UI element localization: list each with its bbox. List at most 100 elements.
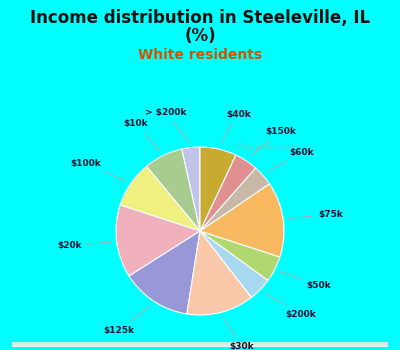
- Bar: [12, 343, 388, 345]
- Bar: [12, 344, 388, 346]
- Bar: [12, 344, 388, 346]
- Text: White residents: White residents: [138, 48, 262, 62]
- Bar: [12, 343, 388, 345]
- Bar: [12, 343, 388, 345]
- Bar: [12, 343, 388, 346]
- Bar: [12, 342, 388, 345]
- Bar: [12, 342, 388, 344]
- Text: $125k: $125k: [104, 306, 150, 335]
- Bar: [12, 344, 388, 346]
- Bar: [12, 342, 388, 344]
- Bar: [12, 343, 388, 346]
- Bar: [12, 343, 388, 345]
- Bar: [12, 343, 388, 345]
- Bar: [12, 343, 388, 345]
- Wedge shape: [200, 184, 284, 257]
- Bar: [12, 343, 388, 345]
- Bar: [12, 344, 388, 346]
- Bar: [12, 344, 388, 346]
- Bar: [12, 343, 388, 346]
- Bar: [12, 342, 388, 344]
- Text: $200k: $200k: [265, 293, 316, 319]
- Wedge shape: [200, 168, 270, 231]
- Bar: [12, 342, 388, 345]
- Bar: [12, 344, 388, 346]
- Bar: [12, 343, 388, 346]
- Bar: [12, 344, 388, 346]
- Bar: [12, 343, 388, 346]
- Bar: [12, 344, 388, 346]
- Bar: [12, 344, 388, 346]
- Bar: [12, 344, 388, 346]
- Text: Income distribution in Steeleville, IL: Income distribution in Steeleville, IL: [30, 9, 370, 27]
- Wedge shape: [200, 155, 256, 231]
- Text: (%): (%): [184, 27, 216, 45]
- Bar: [12, 343, 388, 345]
- Text: > $200k: > $200k: [146, 108, 189, 142]
- Wedge shape: [187, 231, 252, 315]
- Bar: [12, 343, 388, 345]
- Bar: [12, 343, 388, 345]
- Bar: [12, 342, 388, 344]
- Bar: [12, 343, 388, 346]
- Bar: [12, 342, 388, 344]
- Bar: [12, 344, 388, 346]
- Bar: [12, 343, 388, 345]
- Bar: [12, 343, 388, 346]
- Bar: [12, 344, 388, 346]
- Bar: [12, 343, 388, 345]
- Bar: [12, 342, 388, 344]
- Wedge shape: [129, 231, 200, 314]
- Bar: [12, 343, 388, 345]
- Wedge shape: [200, 231, 280, 280]
- Bar: [12, 343, 388, 345]
- Bar: [12, 343, 388, 345]
- Bar: [12, 344, 388, 346]
- Bar: [12, 342, 388, 345]
- Text: $20k: $20k: [57, 241, 110, 251]
- Bar: [12, 343, 388, 345]
- Bar: [12, 343, 388, 345]
- Bar: [12, 344, 388, 346]
- Bar: [12, 342, 388, 345]
- Text: $150k: $150k: [250, 127, 296, 156]
- Bar: [12, 343, 388, 345]
- Bar: [12, 343, 388, 346]
- Bar: [12, 344, 388, 346]
- Bar: [12, 343, 388, 345]
- Bar: [12, 343, 388, 345]
- Bar: [12, 342, 388, 345]
- Bar: [12, 344, 388, 346]
- Bar: [12, 344, 388, 346]
- Bar: [12, 344, 388, 346]
- Bar: [12, 343, 388, 345]
- Bar: [12, 343, 388, 345]
- Bar: [12, 343, 388, 345]
- Wedge shape: [146, 149, 200, 231]
- Text: $30k: $30k: [223, 318, 254, 350]
- Bar: [12, 342, 388, 345]
- Bar: [12, 344, 388, 346]
- Bar: [12, 343, 388, 346]
- Bar: [12, 342, 388, 345]
- Text: $10k: $10k: [123, 119, 160, 150]
- Bar: [12, 342, 388, 344]
- Wedge shape: [200, 231, 268, 298]
- Bar: [12, 342, 388, 344]
- Bar: [12, 343, 388, 345]
- Bar: [12, 344, 388, 346]
- Text: $60k: $60k: [268, 148, 314, 172]
- Wedge shape: [116, 205, 200, 276]
- Bar: [12, 342, 388, 344]
- Bar: [12, 342, 388, 344]
- Bar: [12, 344, 388, 346]
- Wedge shape: [182, 147, 200, 231]
- Bar: [12, 343, 388, 345]
- Bar: [12, 344, 388, 346]
- Text: $40k: $40k: [220, 110, 251, 144]
- Bar: [12, 342, 388, 344]
- Bar: [12, 344, 388, 346]
- Bar: [12, 343, 388, 345]
- Wedge shape: [200, 147, 236, 231]
- Bar: [12, 343, 388, 345]
